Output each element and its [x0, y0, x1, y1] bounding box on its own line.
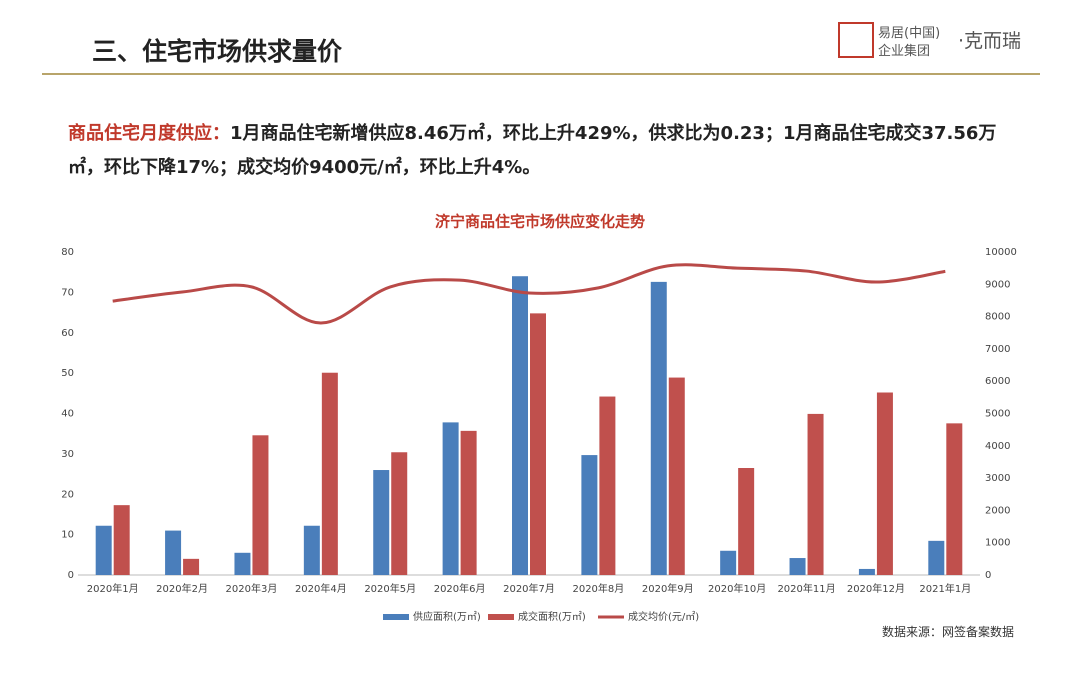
y2-tick-label: 8000 [985, 312, 1010, 323]
x-tick-label: 2020年9月 [642, 582, 694, 595]
x-tick-label: 2020年6月 [434, 582, 486, 595]
bar [234, 552, 251, 575]
y-tick-label: 10 [61, 530, 74, 541]
price-line [112, 263, 946, 325]
y2-tick-label: 4000 [985, 441, 1010, 452]
y2-tick-label: 2000 [985, 505, 1010, 516]
legend-label: 成交均价(元/㎡) [628, 610, 699, 623]
bar [183, 558, 200, 575]
bar [946, 423, 963, 575]
bar [650, 281, 667, 575]
bar [165, 530, 182, 575]
y2-tick-label: 5000 [985, 409, 1010, 420]
logo-sub: 企业集团 [878, 44, 931, 59]
y-tick-label: 80 [61, 247, 74, 258]
logo-brand: ·克而瑞 [958, 30, 1022, 52]
bar [321, 372, 338, 575]
bar [512, 276, 528, 575]
slide-title: 三、住宅市场供求量价 [92, 37, 343, 66]
y-tick-label: 40 [61, 409, 74, 420]
header-rule [42, 73, 1040, 75]
logo-mark [838, 22, 874, 58]
bar [252, 435, 269, 575]
legend-label: 供应面积(万㎡) [413, 610, 481, 623]
bar [373, 470, 390, 575]
x-tick-label: 2020年5月 [364, 582, 416, 595]
bar [738, 468, 755, 575]
y2-tick-label: 10000 [985, 247, 1017, 258]
bar [668, 377, 685, 575]
x-tick-label: 2020年1月 [87, 582, 139, 595]
intro-label: 商品住宅月度供应： [68, 123, 230, 144]
bar [113, 505, 130, 575]
bar [460, 430, 477, 575]
logo-main: 易居(中国) [878, 26, 941, 41]
y2-tick-label: 6000 [985, 376, 1010, 387]
x-tick-label: 2020年11月 [777, 582, 835, 595]
y2-tick-label: 1000 [985, 538, 1010, 549]
bar [876, 392, 893, 575]
bar [95, 525, 112, 575]
bar [807, 413, 824, 575]
y-tick-label: 20 [61, 489, 74, 500]
y-tick-label: 70 [61, 287, 74, 298]
bar [391, 452, 408, 575]
y2-tick-label: 7000 [985, 344, 1010, 355]
x-tick-label: 2020年3月 [226, 582, 278, 595]
y2-tick-label: 9000 [985, 279, 1010, 290]
chart-title: 济宁商品住宅市场供应变化走势 [435, 213, 645, 231]
x-tick-label: 2020年10月 [708, 582, 766, 595]
y2-tick-label: 0 [985, 570, 991, 581]
bar [599, 396, 616, 575]
y2-tick-label: 3000 [985, 473, 1010, 484]
x-tick-label: 2021年1月 [919, 582, 971, 595]
legend-swatch [488, 614, 514, 620]
x-tick-label: 2020年2月 [156, 582, 208, 595]
bar [530, 313, 546, 575]
bar [928, 540, 945, 575]
intro: 商品住宅月度供应：1月商品住宅新增供应8.46万㎡，环比上升429%，供求比为0… [68, 117, 1018, 185]
legend-label: 成交面积(万㎡) [518, 610, 586, 623]
intro-text: 1月商品住宅新增供应8.46万㎡，环比上升429%，供求比为0.23；1月商品住… [68, 123, 997, 178]
x-tick-label: 2020年7月 [503, 582, 555, 595]
logo: 易居(中国) 企业集团 ·克而瑞 [838, 22, 1038, 62]
bar [303, 525, 320, 575]
legend-swatch [383, 614, 409, 620]
x-tick-label: 2020年8月 [572, 582, 624, 595]
x-tick-label: 2020年12月 [847, 582, 905, 595]
source: 数据来源：网签备案数据 [881, 625, 1014, 639]
bar [581, 455, 598, 575]
y-tick-label: 30 [61, 449, 74, 460]
y-tick-label: 50 [61, 368, 74, 379]
bar [442, 422, 459, 575]
x-tick-label: 2020年4月 [295, 582, 347, 595]
bar [858, 568, 875, 575]
y-tick-label: 0 [68, 570, 74, 581]
bar [720, 550, 737, 575]
bar [789, 558, 806, 575]
y-tick-label: 60 [61, 328, 74, 339]
